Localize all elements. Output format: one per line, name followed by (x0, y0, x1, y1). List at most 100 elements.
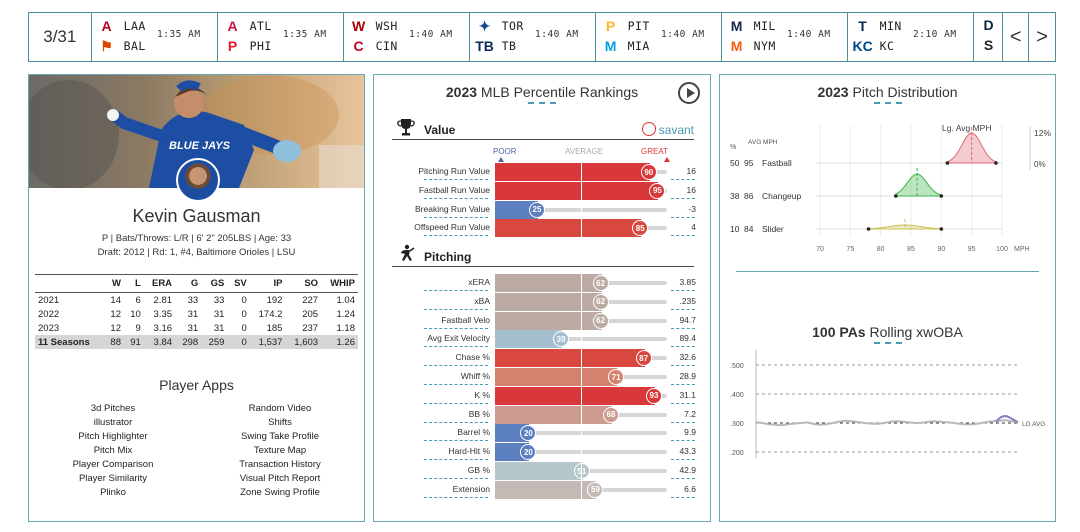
percentile-badge: 62 (592, 312, 609, 329)
percentile-row[interactable]: Breaking Run Value 25 -3 (374, 200, 712, 219)
percentile-badge: 71 (608, 369, 625, 385)
stats-header-cell: G (175, 274, 202, 293)
metric-label-underline (424, 365, 488, 367)
metric-label: K % (474, 389, 490, 400)
y-tick-label: .300 (730, 421, 744, 428)
game-card[interactable]: T MIN KC KC 2:10 AM (848, 13, 974, 61)
percentile-row[interactable]: xBA 62 .235 (374, 292, 712, 311)
metric-label-underline (424, 308, 488, 310)
player-app-link[interactable]: Transaction History (239, 459, 321, 470)
player-app-link[interactable]: Player Comparison (72, 459, 154, 470)
stats-header-row: W L ERA G GS SV IP SO WHIP (35, 274, 358, 293)
metric-value-underline (671, 440, 695, 442)
xwoba-title-text: Rolling xwOBA (865, 324, 963, 340)
player-app-link[interactable]: illustrator (93, 417, 133, 428)
player-app-link[interactable]: Swing Take Profile (241, 431, 319, 442)
x-tick-label: 95 (968, 246, 976, 253)
player-app-link[interactable]: Visual Pitch Report (239, 473, 321, 484)
metric-label-underline (424, 346, 488, 348)
stats-cell: 237 (302, 322, 319, 334)
metric-label: Barrel % (457, 427, 490, 438)
player-action-photo: BLUE JAYS (29, 75, 364, 188)
percentile-badge: 62 (592, 293, 609, 310)
percentile-row[interactable]: GB % 51 42.9 (374, 462, 712, 480)
game-card[interactable]: M MIL M NYM 1:40 AM (722, 13, 848, 61)
player-app-link[interactable]: Pitch Mix (93, 445, 133, 456)
percentile-row[interactable]: Barrel % 20 9.9 (374, 424, 712, 443)
player-app-link[interactable]: Texture Map (253, 445, 307, 456)
draft-team-link[interactable]: Baltimore Orioles (196, 247, 270, 258)
scoreboard-next-button[interactable]: > (1036, 25, 1048, 48)
home-team-logo-icon: KC (852, 38, 873, 54)
player-app-link[interactable]: Shifts (268, 417, 292, 428)
player-app-link[interactable]: Zone Swing Profile (240, 487, 320, 498)
metric-value: 6.6 (684, 483, 696, 494)
percentile-row[interactable]: Chase % 87 32.6 (374, 349, 712, 368)
draft-prefix: Draft: (97, 247, 124, 258)
player-app-link[interactable]: Pitch Highlighter (78, 431, 148, 442)
metric-value: 3.85 (679, 277, 696, 287)
draft-year-link[interactable]: 2012 (123, 247, 145, 258)
percentile-row[interactable]: Fastball Run Value 95 16 (374, 181, 712, 200)
percentile-row[interactable]: xERA 62 3.85 (374, 274, 712, 292)
home-team-logo-icon: C (353, 38, 364, 54)
stats-cell: 2021 (38, 294, 60, 306)
player-app-link[interactable]: 3d Pitches (90, 403, 136, 414)
metric-label: Whiff % (460, 371, 490, 381)
metric-value-underline (671, 327, 695, 329)
game-card-partial[interactable]: D S (974, 13, 1004, 61)
player-app-link[interactable]: Random Video (248, 403, 312, 414)
percentile-bar (495, 405, 612, 424)
stats-cell: 14 (110, 294, 121, 306)
percentile-bar (495, 181, 659, 200)
percentile-row[interactable]: Whiff % 71 28.9 (374, 368, 712, 386)
percentile-row[interactable]: Avg Exit Velocity 39 89.4 (374, 330, 712, 349)
x-tick-label: 85 (907, 246, 915, 253)
charts-panel: 2023 Pitch Distribution % AVG MPH Lg. Avg … (719, 74, 1056, 522)
game-card[interactable]: ✦ TOR TB TB 1:40 AM (470, 13, 596, 61)
game-card[interactable]: W WSH C CIN 1:40 AM (344, 13, 470, 61)
density-zero-label: 0% (1034, 160, 1046, 169)
game-card[interactable]: A LAA ⚑ BAL 1:35 AM (92, 13, 218, 61)
metric-value-underline (671, 496, 695, 498)
rolling-xwoba-above-avg (995, 415, 1019, 424)
player-app-link[interactable]: Plinko (100, 487, 126, 498)
pitch-dist-title-text: Pitch Distribution (848, 84, 958, 100)
percentile-badge: 90 (640, 164, 657, 180)
scoreboard-prev-button[interactable]: < (1003, 13, 1030, 61)
stats-cell: 12 (110, 322, 121, 334)
home-team-abbr: BAL (123, 39, 146, 53)
density-max-label: 12% (1034, 128, 1051, 138)
home-team-row: M MIA (602, 37, 650, 55)
away-team-logo-icon: A (101, 18, 112, 34)
percentile-row[interactable]: K % 93 31.1 (374, 386, 712, 405)
play-animation-button[interactable] (678, 82, 700, 104)
percentile-row[interactable]: Fastball Velo 62 94.7 (374, 311, 712, 330)
stats-header-cell: ERA (143, 274, 176, 293)
percentile-row[interactable]: Pitching Run Value 90 16 (374, 163, 712, 181)
game-card[interactable]: P PIT M MIA 1:40 AM (596, 13, 722, 61)
metric-label-underline (424, 216, 488, 218)
metric-label-underline (424, 459, 488, 461)
metric-value: 43.3 (679, 446, 696, 457)
percentile-row[interactable]: Offspeed Run Value 85 4 (374, 219, 712, 238)
game-card[interactable]: A ATL P PHI 1:35 AM (218, 13, 344, 61)
stats-cell: 2.81 (153, 294, 173, 306)
scoreboard-date[interactable]: 3/31 (29, 13, 92, 61)
pitch-name: Slider (762, 224, 784, 234)
savant-logo[interactable]: savant (642, 122, 694, 137)
stats-total-cell: 259 (201, 335, 228, 349)
percentile-row[interactable]: BB % 68 7.2 (374, 405, 712, 424)
stats-row: 2021 14 6 2.81 33 33 0 192 227 1.04 (35, 293, 358, 308)
stats-total-cell: 1,603 (285, 335, 322, 349)
pitcher-illustration: BLUE JAYS (29, 75, 364, 188)
metric-label-underline (424, 421, 488, 423)
percentile-row[interactable]: Hard-Hit % 20 43.3 (374, 443, 712, 462)
percentile-badge: 93 (645, 387, 662, 404)
career-stats-table: W L ERA G GS SV IP SO WHIP 2021 14 6 2.81 33 33 0 192 22… (35, 274, 358, 349)
percentile-row[interactable]: Extension 59 6.6 (374, 480, 712, 499)
player-app-link[interactable]: Player Similarity (78, 473, 148, 484)
stats-cell: 3.35 (153, 308, 173, 320)
home-team-row: M NYM (728, 37, 776, 55)
stats-cell: 10 (130, 308, 141, 320)
